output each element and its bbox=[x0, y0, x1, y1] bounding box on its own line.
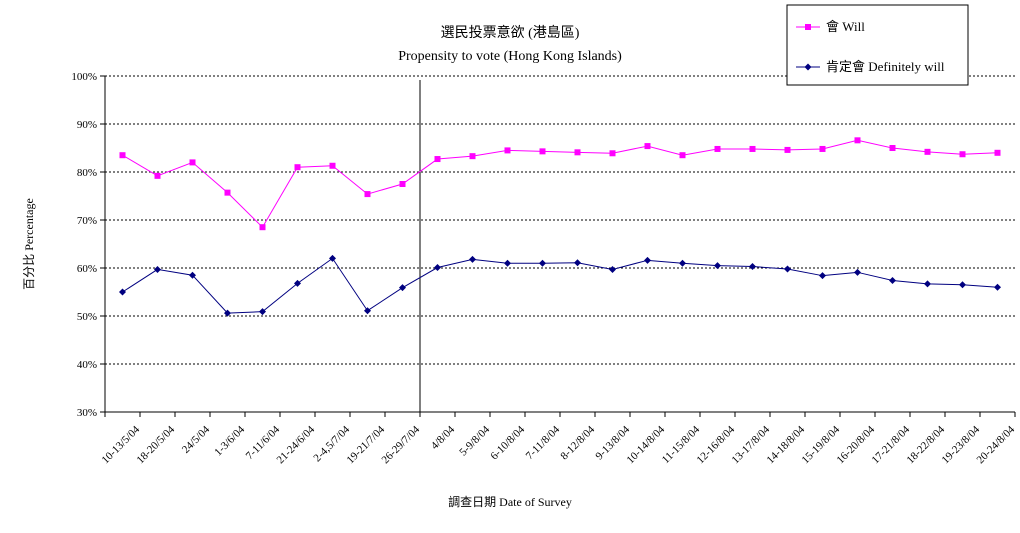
data-point bbox=[364, 191, 371, 198]
y-axis-title: 百分比 Percentage bbox=[22, 198, 36, 290]
data-point bbox=[749, 263, 756, 271]
data-point bbox=[959, 151, 966, 158]
data-point bbox=[679, 259, 686, 267]
data-point bbox=[819, 272, 826, 280]
data-point bbox=[399, 284, 406, 292]
y-axis-ticks: 30% 40% 50% 60% 70% 80% 90% 100% bbox=[71, 71, 105, 419]
series-line-1 bbox=[122, 257, 998, 314]
data-point bbox=[434, 156, 441, 163]
y-tick-label: 80% bbox=[77, 167, 97, 179]
data-point bbox=[749, 145, 756, 152]
data-point bbox=[959, 281, 966, 289]
data-point bbox=[469, 255, 476, 263]
data-point bbox=[154, 172, 161, 179]
data-point bbox=[189, 271, 196, 279]
data-point bbox=[119, 288, 126, 296]
data-point bbox=[399, 181, 406, 187]
legend-label-will: 會 Will bbox=[826, 19, 865, 34]
series-group bbox=[119, 137, 1001, 317]
legend: 會 Will 肯定會 Definitely will bbox=[786, 4, 969, 86]
y-tick-label: 40% bbox=[77, 359, 97, 371]
data-point bbox=[504, 259, 511, 267]
data-point bbox=[154, 265, 161, 273]
data-point bbox=[539, 148, 546, 155]
data-point bbox=[644, 256, 651, 264]
y-tick-label: 60% bbox=[77, 263, 97, 275]
data-point bbox=[434, 264, 441, 272]
y-tick-label: 50% bbox=[77, 311, 97, 323]
data-point bbox=[784, 146, 791, 153]
data-point bbox=[854, 268, 861, 276]
x-axis-title: 調查日期 Date of Survey bbox=[448, 495, 572, 509]
y-tick-label: 70% bbox=[77, 215, 97, 227]
data-point bbox=[294, 279, 301, 287]
legend-marker-will bbox=[805, 24, 811, 30]
data-point bbox=[224, 309, 231, 317]
chart-title: 選民投票意欲 (港島區) bbox=[441, 24, 580, 41]
data-point bbox=[259, 224, 266, 231]
data-point bbox=[469, 153, 476, 160]
y-tick-label: 90% bbox=[77, 119, 97, 131]
data-point bbox=[784, 265, 791, 273]
data-point bbox=[609, 265, 616, 273]
chart-subtitle: Propensity to vote (Hong Kong Islands) bbox=[398, 49, 622, 64]
data-point bbox=[714, 145, 721, 152]
data-point bbox=[714, 262, 721, 270]
data-point bbox=[679, 152, 686, 159]
data-point bbox=[889, 145, 896, 151]
legend-label-definitely: 肯定會 Definitely will bbox=[826, 59, 945, 74]
legend-marker-definitely bbox=[804, 63, 812, 71]
data-point bbox=[994, 149, 1001, 156]
data-point bbox=[504, 147, 511, 154]
data-point bbox=[539, 259, 546, 267]
data-point bbox=[609, 150, 616, 157]
data-point bbox=[644, 143, 651, 150]
data-point bbox=[224, 189, 231, 196]
data-point bbox=[924, 148, 931, 155]
data-point bbox=[294, 164, 301, 171]
data-point bbox=[329, 162, 336, 169]
y-tick-label: 30% bbox=[77, 407, 97, 419]
series-line-0 bbox=[122, 139, 998, 229]
data-point bbox=[329, 254, 336, 262]
data-point bbox=[364, 307, 371, 315]
data-point bbox=[574, 149, 581, 156]
data-point bbox=[574, 259, 581, 267]
data-point bbox=[994, 283, 1001, 291]
data-point bbox=[189, 159, 196, 166]
data-point bbox=[819, 145, 826, 152]
y-tick-label: 100% bbox=[71, 71, 97, 83]
data-point bbox=[889, 276, 896, 284]
data-point bbox=[119, 152, 126, 159]
data-point bbox=[854, 137, 861, 144]
data-point bbox=[924, 280, 931, 288]
legend-box bbox=[786, 4, 969, 86]
data-point bbox=[259, 308, 266, 316]
